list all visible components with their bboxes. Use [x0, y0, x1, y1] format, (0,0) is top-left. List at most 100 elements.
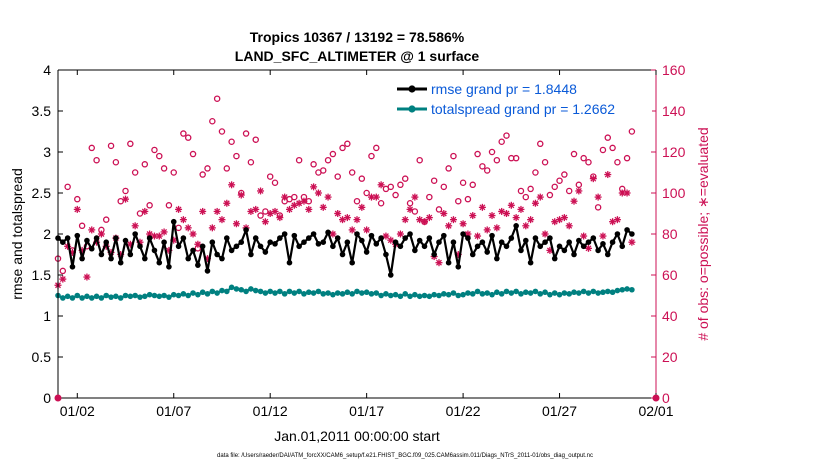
- rmse-point: [161, 239, 167, 245]
- rmse-point: [151, 247, 158, 254]
- totalspread-point: [445, 291, 452, 298]
- obs-possible-point: [435, 206, 443, 213]
- obs-possible-point: [165, 202, 173, 209]
- rmse-point: [604, 251, 611, 258]
- obs-possible-point: [151, 146, 158, 154]
- legend-rmse-label: rmse grand pr = 1.8448: [431, 81, 577, 97]
- rmse-point: [257, 243, 264, 250]
- y-tick-label: 4: [43, 62, 51, 78]
- rmse-point: [542, 239, 548, 245]
- obs-evaluated-point: [348, 226, 356, 234]
- totalspread-point: [465, 290, 471, 296]
- totalspread-point: [180, 291, 187, 297]
- obs-evaluated-stroke: [469, 212, 476, 219]
- obs-evaluated-stroke: [127, 241, 134, 248]
- obs-evaluated-point: [527, 216, 535, 224]
- rmse-point: [561, 247, 568, 254]
- obs-evaluated-stroke: [585, 245, 592, 252]
- obs-possible-point: [401, 175, 409, 182]
- rmse-point: [185, 255, 192, 262]
- rmse-point: [368, 232, 375, 239]
- obs-possible-point: [218, 128, 226, 135]
- obs-evaluated-point: [536, 193, 544, 201]
- obs-evaluated-stroke: [436, 259, 442, 266]
- totalspread-point: [489, 291, 495, 298]
- obs-possible-point: [551, 183, 558, 191]
- obs-evaluated-stroke: [272, 208, 278, 215]
- obs-possible-point: [493, 156, 501, 164]
- totalspread-point: [441, 291, 447, 297]
- totalspread-point: [532, 288, 539, 295]
- obs-evaluated-point: [469, 212, 477, 220]
- totalspread-point: [170, 291, 177, 298]
- obs-possible-point: [479, 163, 486, 170]
- y2-tick-label: 140: [662, 103, 686, 119]
- obs-evaluated-point: [194, 240, 202, 248]
- obs-evaluated-stroke: [503, 210, 510, 217]
- obs-possible-point: [483, 167, 491, 174]
- rmse-point: [69, 264, 76, 270]
- obs-evaluated-stroke: [344, 214, 351, 221]
- obs-evaluated-point: [560, 214, 568, 222]
- obs-evaluated-point: [604, 171, 612, 179]
- obs-evaluated-point: [257, 187, 265, 195]
- obs-evaluated-stroke: [175, 206, 182, 213]
- obs-evaluated-stroke: [257, 187, 264, 194]
- totalspread-point: [127, 293, 134, 300]
- obs-evaluated-point: [623, 189, 631, 197]
- totalspread-point: [195, 291, 201, 298]
- totalspread-point: [518, 291, 524, 297]
- obs-evaluated-stroke: [358, 204, 365, 211]
- totalspread-point: [508, 290, 515, 296]
- rmse-point: [580, 243, 587, 250]
- rmse-point: [527, 259, 534, 266]
- totalspread-point: [334, 290, 341, 296]
- y-tick-label: 0.5: [32, 349, 52, 365]
- obs-evaluated-point: [396, 230, 404, 238]
- obs-evaluated-stroke: [537, 194, 544, 201]
- rmse-point: [397, 243, 404, 250]
- rmse-point: [243, 227, 249, 233]
- obs-possible-point: [580, 154, 587, 162]
- obs-evaluated-stroke: [445, 222, 452, 229]
- obs-possible-point: [329, 150, 337, 158]
- totalspread-point: [339, 291, 346, 297]
- obs-evaluated-point: [276, 214, 284, 222]
- totalspread-point: [416, 293, 423, 300]
- rmse-point: [296, 243, 302, 250]
- rmse-point: [195, 262, 201, 268]
- obs-evaluated-stroke: [474, 233, 481, 240]
- legend-spread-marker: [408, 105, 416, 113]
- rmse-point: [142, 255, 148, 262]
- obs-evaluated-stroke: [194, 241, 201, 248]
- totalspread-point: [204, 291, 211, 297]
- totalspread-point: [407, 293, 413, 300]
- obs-evaluated-stroke: [518, 206, 524, 213]
- rmse-point: [455, 264, 462, 270]
- obs-possible-point: [599, 146, 607, 154]
- obs-possible-point: [199, 171, 206, 178]
- obs-evaluated-stroke: [479, 204, 486, 211]
- obs-evaluated-stroke: [489, 212, 495, 219]
- rmse-point: [624, 227, 630, 233]
- obs-evaluated-stroke: [599, 233, 606, 240]
- obs-evaluated-stroke: [238, 192, 245, 199]
- rmse-point: [378, 235, 384, 241]
- obs-evaluated-stroke: [513, 214, 520, 221]
- obs-possible-point: [517, 187, 525, 195]
- obs-evaluated-stroke: [156, 233, 163, 240]
- obs-evaluated-stroke: [146, 231, 153, 237]
- totalspread-point: [122, 292, 129, 299]
- chart-subtitle: LAND_SFC_ALTIMETER @ 1 surface: [235, 48, 480, 64]
- obs-possible-point: [131, 169, 139, 176]
- rmse-point: [426, 235, 433, 241]
- rmse-point: [132, 231, 138, 237]
- obs-possible-point: [228, 138, 235, 145]
- obs-evaluated-point: [213, 207, 221, 215]
- totalspread-point: [344, 289, 351, 296]
- obs-possible-point: [503, 132, 510, 139]
- y-tick-label: 2: [43, 226, 51, 242]
- obs-possible-point: [112, 158, 120, 166]
- totalspread-point: [571, 289, 577, 296]
- obs-possible-point: [570, 150, 578, 158]
